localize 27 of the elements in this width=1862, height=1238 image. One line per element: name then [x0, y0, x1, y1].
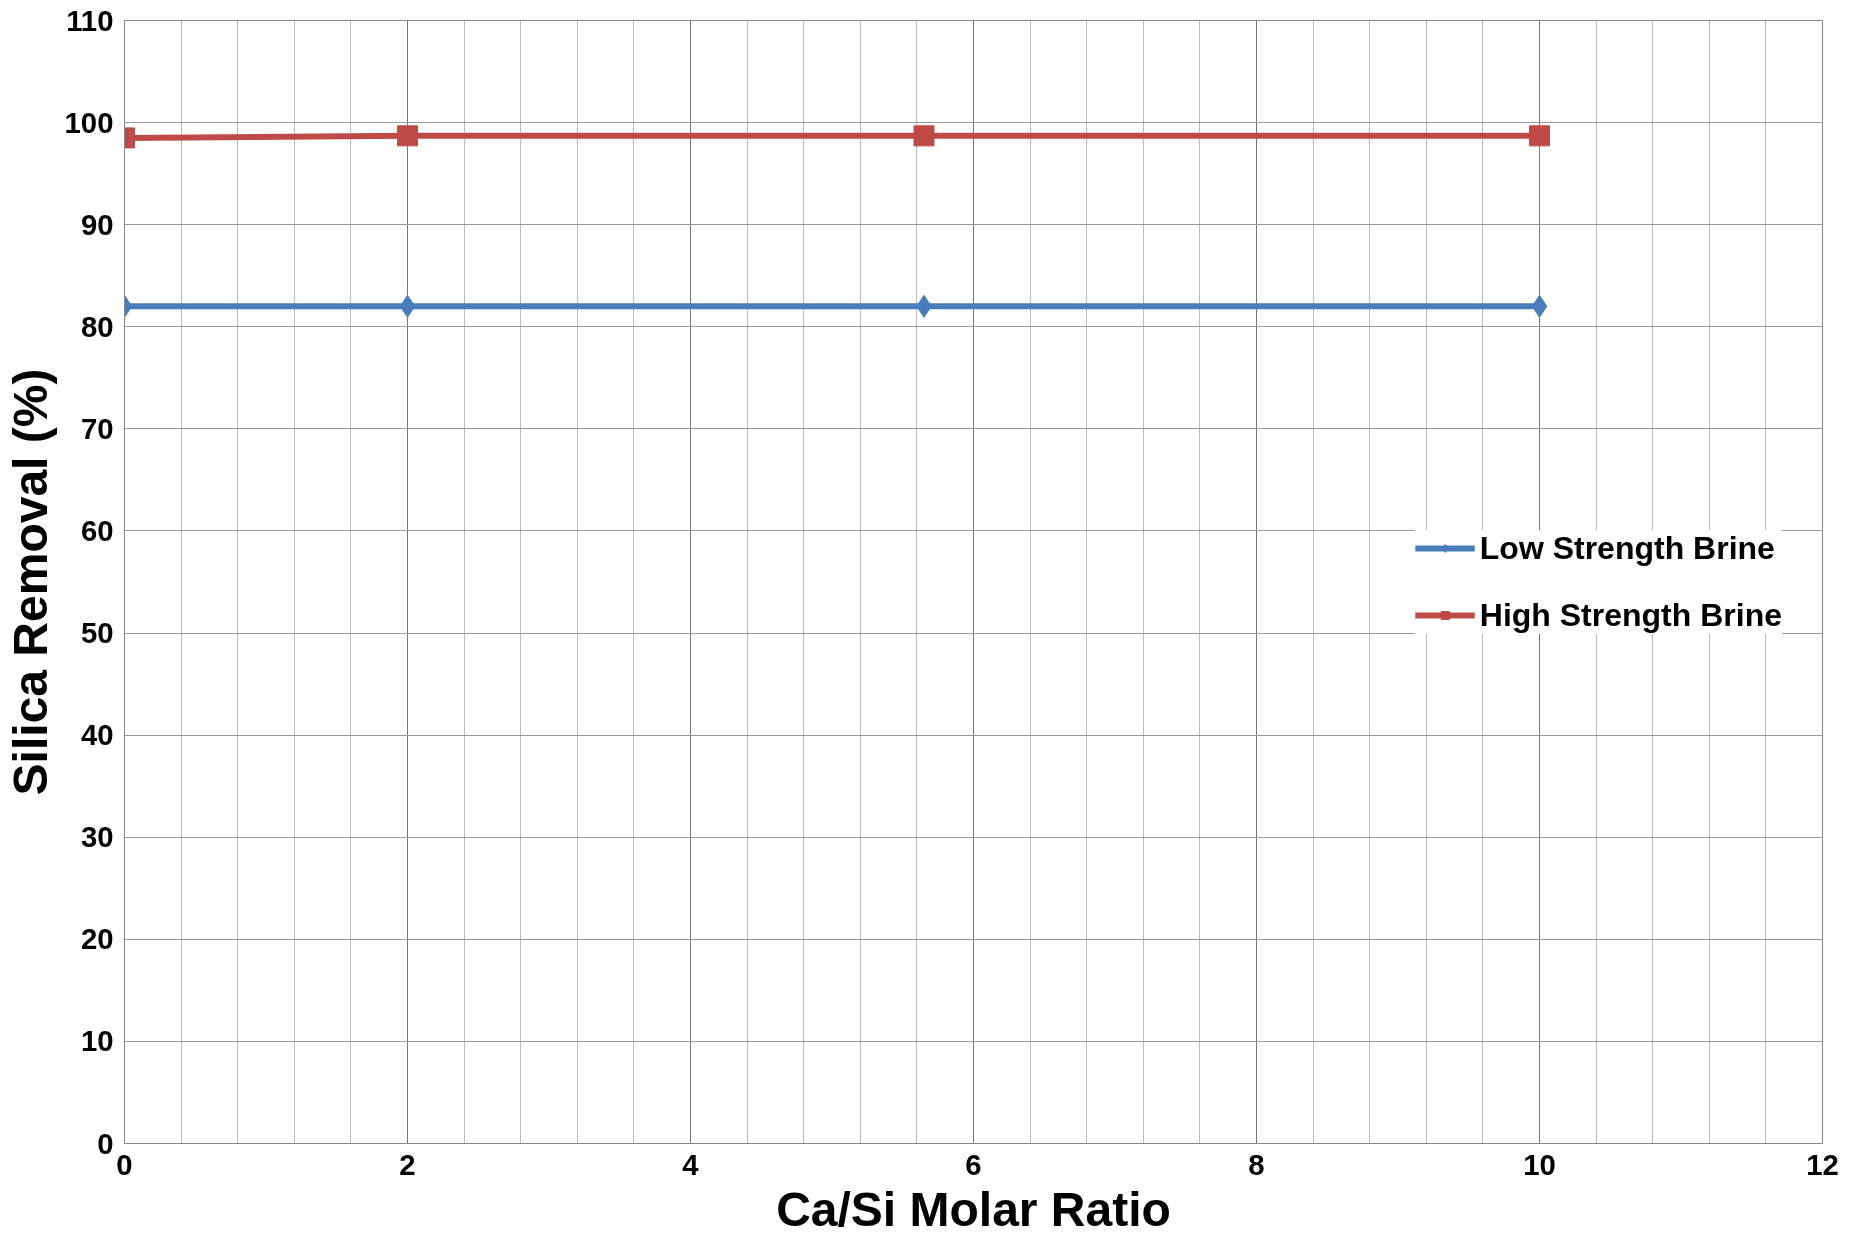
y-tick-label: 50: [80, 616, 114, 650]
y-tick-label: 40: [80, 718, 114, 752]
x-tick-label: 12: [1806, 1147, 1839, 1181]
x-tick-label: 8: [1248, 1147, 1265, 1181]
y-axis-title: Silica Removal (%): [3, 368, 57, 796]
y-tick-label: 0: [97, 1126, 114, 1160]
y-tick-label: 110: [66, 3, 114, 37]
x-tick-label: 10: [1523, 1147, 1556, 1181]
y-tick-label: 100: [64, 105, 114, 139]
point: [913, 125, 935, 147]
point: [397, 125, 418, 147]
x-tick-label: 2: [399, 1147, 416, 1181]
legend-label: Low Strength Brine: [1479, 529, 1775, 567]
y-tick-label: 80: [80, 309, 114, 343]
x-axis-title: Ca/Si Molar Ratio: [776, 1182, 1171, 1236]
y-tick-label: 10: [80, 1024, 114, 1058]
point: [1529, 125, 1550, 147]
y-tick-label: 90: [80, 207, 114, 241]
y-tick-label: 20: [80, 922, 114, 956]
legend-label: High Strength Brine: [1479, 596, 1782, 634]
y-tick-label: 70: [80, 411, 114, 445]
point: [399, 294, 416, 318]
y-tick-label: 60: [80, 513, 114, 547]
x-tick-label: 6: [965, 1147, 982, 1181]
x-tick-label: 4: [682, 1147, 700, 1181]
y-tick-label: 30: [80, 820, 114, 854]
point: [1531, 294, 1548, 318]
